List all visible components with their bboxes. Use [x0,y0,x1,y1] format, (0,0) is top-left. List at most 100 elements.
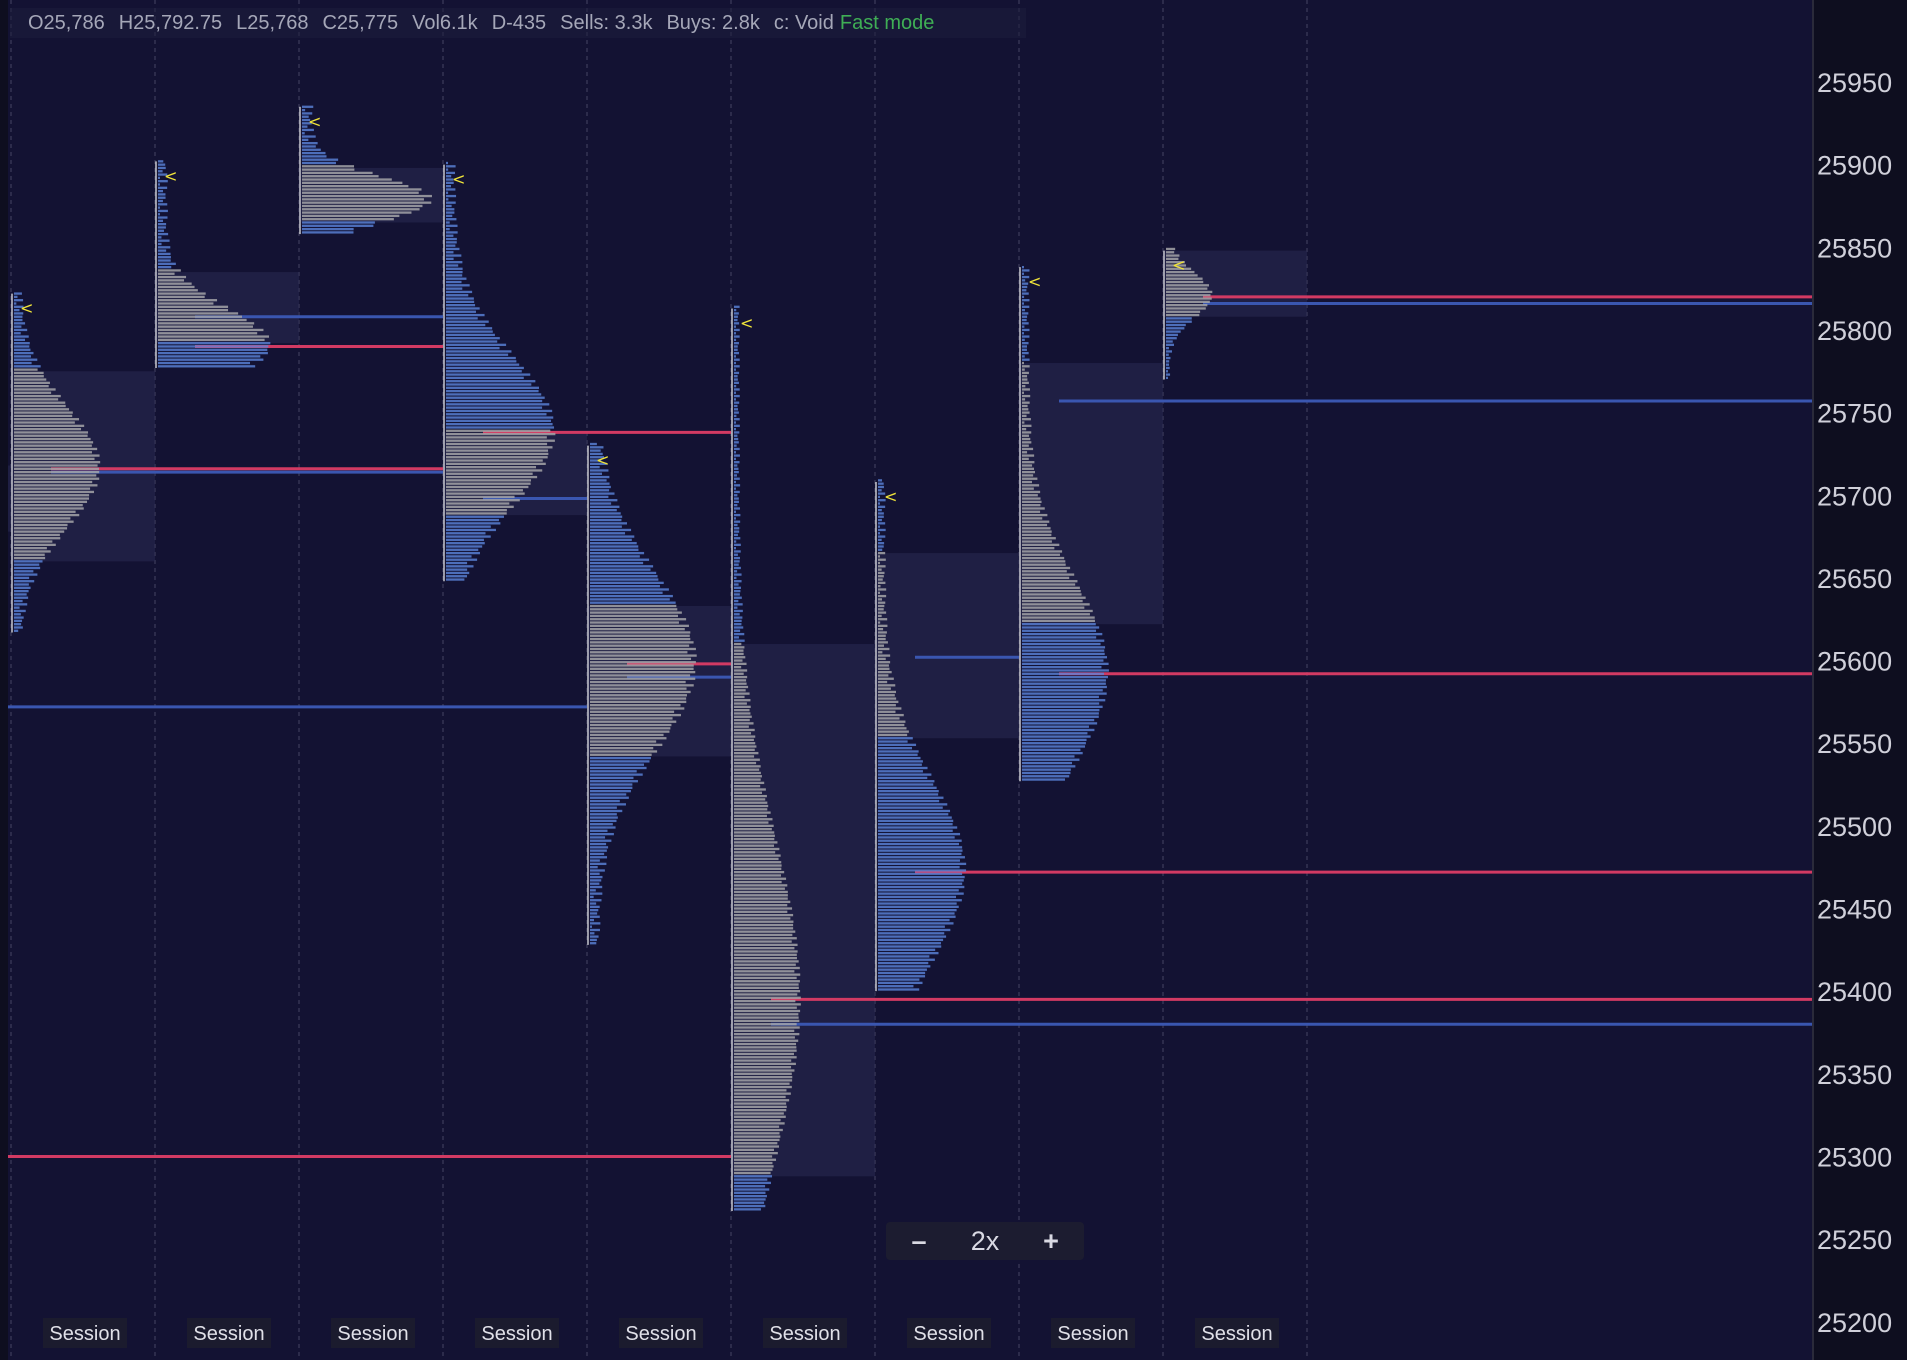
profile-bar [590,918,594,922]
zoom-out-button[interactable]: – [911,1225,927,1256]
profile-bar [734,666,742,669]
profile-bar [590,915,600,918]
profile-bar [446,198,449,201]
profile-bar [1022,507,1045,510]
profile-bar [446,515,504,518]
profile-bar [734,358,740,361]
profile-bar [14,583,29,586]
profile-bar [878,568,882,571]
profile-bar [878,627,884,631]
profile-bar [734,583,739,586]
profile-bar [590,594,673,598]
profile-bar [158,285,195,289]
profile-bar [734,424,740,427]
profile-bar [590,942,597,945]
session-open-marker: < [884,487,897,506]
profile-bar [1166,330,1181,333]
profile-bar [878,489,882,492]
profile-bar [734,791,762,794]
profile-bar [1022,563,1066,566]
profile-bar [878,538,882,542]
profile-bar [1166,313,1200,317]
profile-bar [14,616,24,619]
profile-bar [302,105,314,108]
profile-bar [14,342,30,345]
profile-bar [878,826,958,829]
profile-bar [158,180,168,183]
profile-bar [446,532,486,535]
profile-bar [734,804,769,808]
profile-bar [14,328,28,332]
profile-bar [590,783,633,786]
profile-bar [590,912,598,915]
profile-bar [446,270,463,274]
profile-bar [14,504,83,507]
profile-bar [878,942,941,945]
profile-bar [878,558,886,561]
profile-bar [590,661,696,664]
zoom-in-button[interactable]: + [1043,1225,1059,1256]
profile-bar [302,211,412,214]
profile-bar [14,421,75,424]
profile-bar [734,434,738,437]
profile-bar [446,287,463,290]
profile-bar [734,1006,797,1009]
profile-bar [734,669,748,672]
profile-bar [590,591,663,594]
value-area [875,553,1019,739]
profile-bar [446,469,543,472]
profile-bar [14,540,53,543]
profile-bar [734,1069,795,1072]
profile-bar [734,748,755,751]
profile-bar [158,305,229,308]
profile-bar [734,345,738,348]
profile-bar [734,672,744,675]
profile-bar [590,446,604,449]
fast-mode-label[interactable]: Fast mode [839,11,935,34]
profile-bar [734,880,782,884]
profile-bar [446,512,507,515]
profile-bar [1166,350,1173,353]
profile-bar [734,761,757,765]
profile-bar [1022,632,1103,636]
profile-bar [734,497,739,500]
profile-bar [1022,308,1025,312]
profile-bar [1022,599,1083,603]
profile-bar [14,299,24,302]
profile-bar [1022,517,1043,520]
profile-bar [1166,343,1174,346]
profile-bar [878,502,880,505]
profile-bar [734,639,745,642]
profile-bar [734,603,743,606]
profile-bar [734,606,738,609]
profile-bar [14,351,34,355]
profile-bar [446,317,478,320]
profile-bar [590,776,634,780]
profile-bar [1022,375,1028,378]
profile-bar [734,950,798,953]
profile-bar [446,247,460,251]
profile-bar [734,513,741,517]
profile-bar [734,1066,792,1069]
profile-bar [14,371,44,375]
profile-bar [446,449,549,452]
session-label: Session [1201,1323,1272,1345]
profile-bar [1022,292,1029,295]
profile-bar [734,437,739,441]
profile-bar [734,920,794,923]
profile-bar [1022,656,1108,659]
profile-bar [1022,342,1029,345]
profile-bar [1022,404,1028,408]
profile-bar [590,611,682,614]
session-open-marker: < [452,170,465,189]
profile-bar [446,297,474,300]
profile-bar [446,218,457,221]
profile-bar [1166,337,1177,340]
profile-bar [1022,371,1029,375]
profile-bar [590,485,611,489]
profile-bar [734,533,738,537]
profile-bar [734,857,779,861]
profile-bar [14,318,23,322]
profile-bar [1022,616,1095,619]
